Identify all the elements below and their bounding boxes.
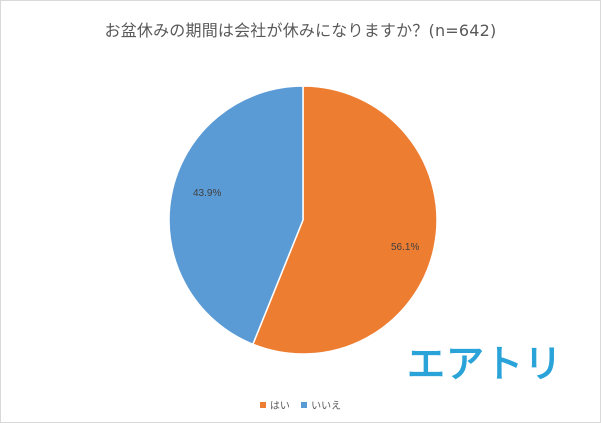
pie-slice-hai: [251, 85, 438, 355]
chart-title: お盆休みの期間は会社が休みになりますか？(n=642): [104, 21, 497, 40]
data-label-hai: 56.1%: [391, 242, 419, 253]
legend-swatch-hai: [259, 401, 266, 408]
pie-slice-iie: [168, 85, 304, 346]
data-label-iie: 43.9%: [193, 188, 221, 199]
legend-label-hai: はい: [269, 401, 290, 412]
legend-swatch-iie: [301, 401, 308, 408]
legend-item-iie: いいえ: [301, 397, 341, 412]
legend-label-iie: いいえ: [311, 401, 342, 412]
airtrip-logo: エアトリ: [407, 342, 564, 386]
legend-item-hai: はい: [259, 397, 290, 412]
chart-legend: はい いいえ: [1, 397, 600, 412]
